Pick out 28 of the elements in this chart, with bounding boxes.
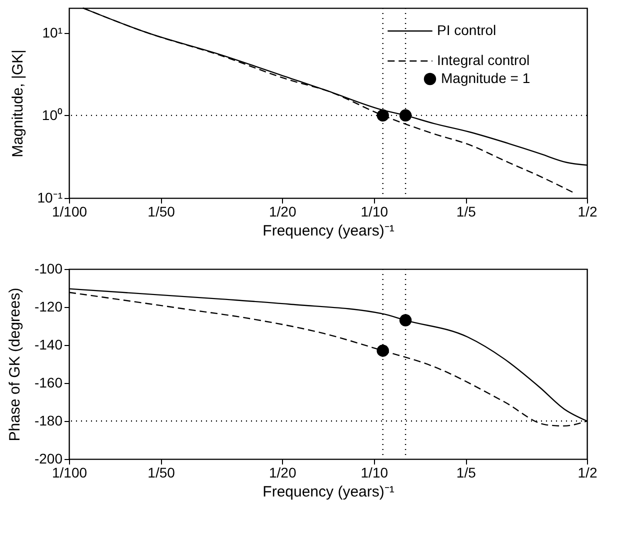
y-tick-label: 10¹ [42,24,63,40]
x-axis-title: Frequency (years)⁻¹ [262,222,394,240]
x-axis-title: Frequency (years)⁻¹ [262,484,394,500]
x-tick-label: 1/5 [456,204,476,220]
x-tick-label: 1/50 [148,464,176,480]
x-tick-label: 1/100 [52,204,88,220]
x-tick-label: 1/2 [578,464,598,480]
y-axis-title: Magnitude, |GK| [9,50,26,158]
y-tick-label: -140 [34,336,63,352]
x-tick-label: 1/100 [52,464,88,480]
y-axis-title: Phase of GK (degrees) [6,288,24,442]
x-tick-label: 1/10 [360,204,388,220]
x-tick-label: 1/5 [456,464,476,480]
x-tick-label: 1/50 [148,204,176,220]
x-tick-label: 1/20 [268,464,296,480]
y-tick-label: -160 [34,374,63,390]
legend-label: Integral control [437,52,530,68]
legend-label: PI control [437,22,496,38]
y-tick-label: -180 [34,412,63,428]
y-tick-label: 10⁰ [42,106,62,123]
legend-label: Magnitude = 1 [441,70,530,86]
y-tick-label: -100 [34,260,63,276]
x-tick-label: 1/2 [578,204,598,220]
x-tick-label: 1/10 [360,464,388,480]
y-tick-label: -200 [34,450,63,466]
y-tick-label: -120 [34,298,63,314]
y-tick-label: 10⁻¹ [37,190,63,206]
x-tick-label: 1/20 [268,204,296,220]
